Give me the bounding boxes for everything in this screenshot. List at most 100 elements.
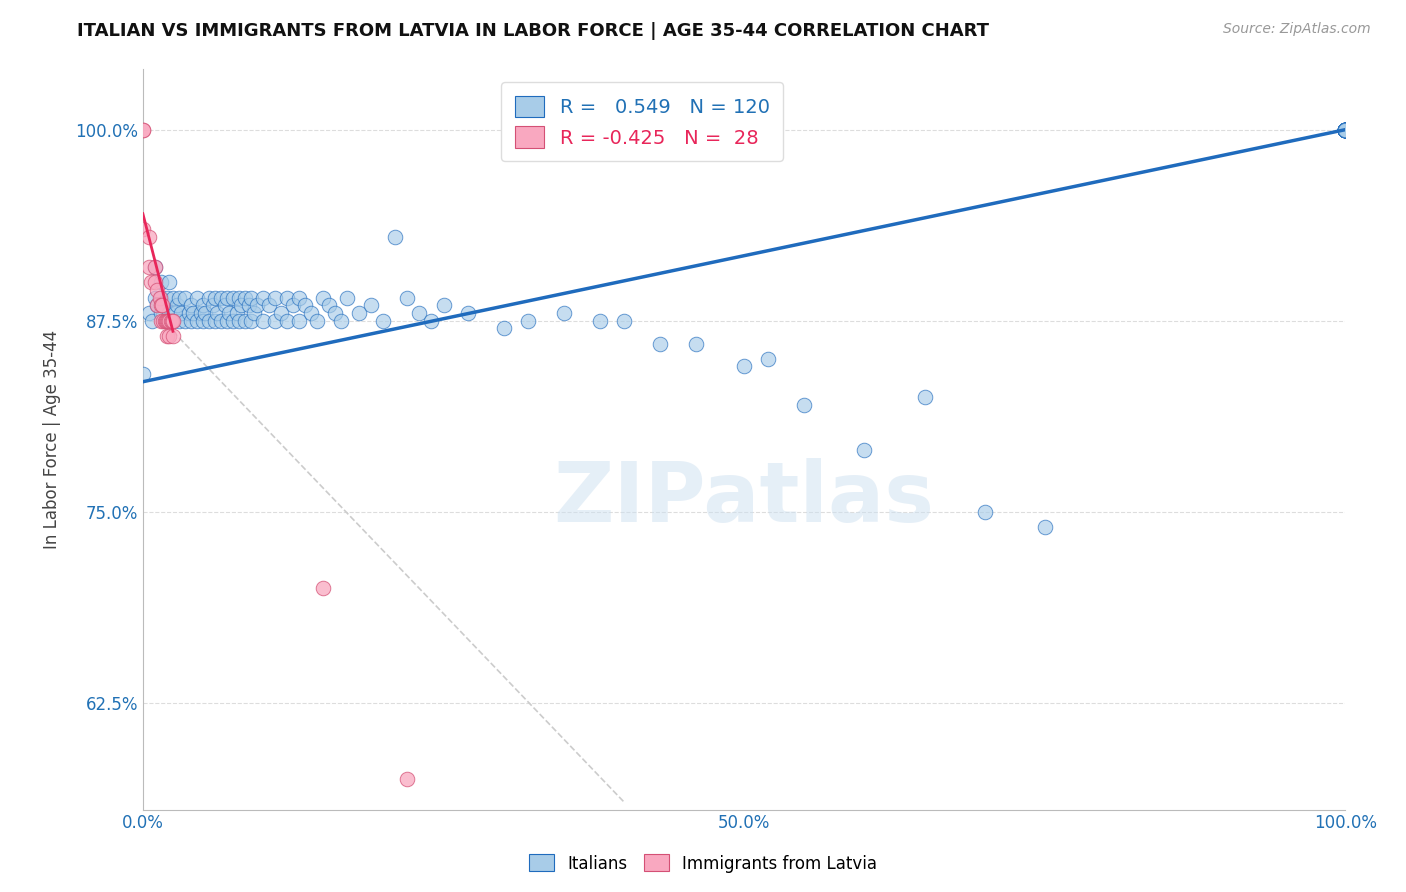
Point [149,313,172,327]
Point [589,313,612,327]
Point [1334,122,1357,136]
Point [1334,122,1357,136]
Point [149,291,172,305]
Text: ZIPatlas: ZIPatlas [554,458,935,539]
Point [1334,122,1357,136]
Point [132,222,155,236]
Point [149,306,172,320]
Point [162,313,184,327]
Point [1334,122,1357,136]
Point [1334,122,1357,136]
Point [218,306,240,320]
Point [252,313,274,327]
Point [257,298,280,312]
Point [165,306,187,320]
Point [283,298,305,312]
Point [396,291,419,305]
Point [233,313,256,327]
Point [143,291,166,305]
Point [222,291,245,305]
Point [180,313,202,327]
Point [180,298,202,312]
Point [166,298,188,312]
Point [1334,122,1357,136]
Point [204,313,226,327]
Point [146,298,169,312]
Point [914,390,936,404]
Point [170,306,193,320]
Point [149,291,172,305]
Point [457,306,479,320]
Point [396,772,419,786]
Point [733,359,755,374]
Point [132,122,155,136]
Point [153,298,176,312]
Point [299,306,322,320]
Y-axis label: In Labor Force | Age 35-44: In Labor Force | Age 35-44 [44,329,60,549]
Point [156,313,179,327]
Point [146,283,169,297]
Point [174,291,197,305]
Point [209,291,232,305]
Point [492,321,515,335]
Point [156,329,179,343]
Point [432,298,454,312]
Point [183,306,205,320]
Point [150,298,173,312]
Point [228,291,250,305]
Point [276,291,298,305]
Point [132,122,155,136]
Point [177,306,200,320]
Point [1334,122,1357,136]
Point [238,298,260,312]
Point [162,329,184,343]
Point [288,313,311,327]
Point [231,298,253,312]
Point [240,313,263,327]
Point [516,313,538,327]
Point [246,298,269,312]
Point [222,313,245,327]
Point [330,313,353,327]
Point [143,276,166,290]
Point [553,306,575,320]
Legend: Italians, Immigrants from Latvia: Italians, Immigrants from Latvia [522,847,884,880]
Point [318,298,340,312]
Point [157,313,180,327]
Point [162,313,184,327]
Point [276,313,298,327]
Point [270,306,292,320]
Point [149,276,172,290]
Point [190,306,212,320]
Point [685,336,707,351]
Point [312,291,335,305]
Point [149,298,172,312]
Point [143,260,166,274]
Point [138,306,160,320]
Legend: R =   0.549   N = 120, R = -0.425   N =  28: R = 0.549 N = 120, R = -0.425 N = 28 [502,82,783,161]
Point [132,367,155,381]
Point [215,291,238,305]
Point [349,306,371,320]
Point [186,313,208,327]
Point [191,313,214,327]
Point [207,306,229,320]
Point [162,291,184,305]
Point [233,291,256,305]
Point [242,306,264,320]
Point [167,291,190,305]
Point [157,306,180,320]
Point [152,313,174,327]
Point [141,276,163,290]
Point [252,291,274,305]
Point [138,260,160,274]
Point [1334,122,1357,136]
Point [174,313,197,327]
Point [141,313,163,327]
Point [191,298,214,312]
Point [153,313,176,327]
Point [307,313,329,327]
Point [1033,520,1056,534]
Point [1334,122,1357,136]
Point [186,291,208,305]
